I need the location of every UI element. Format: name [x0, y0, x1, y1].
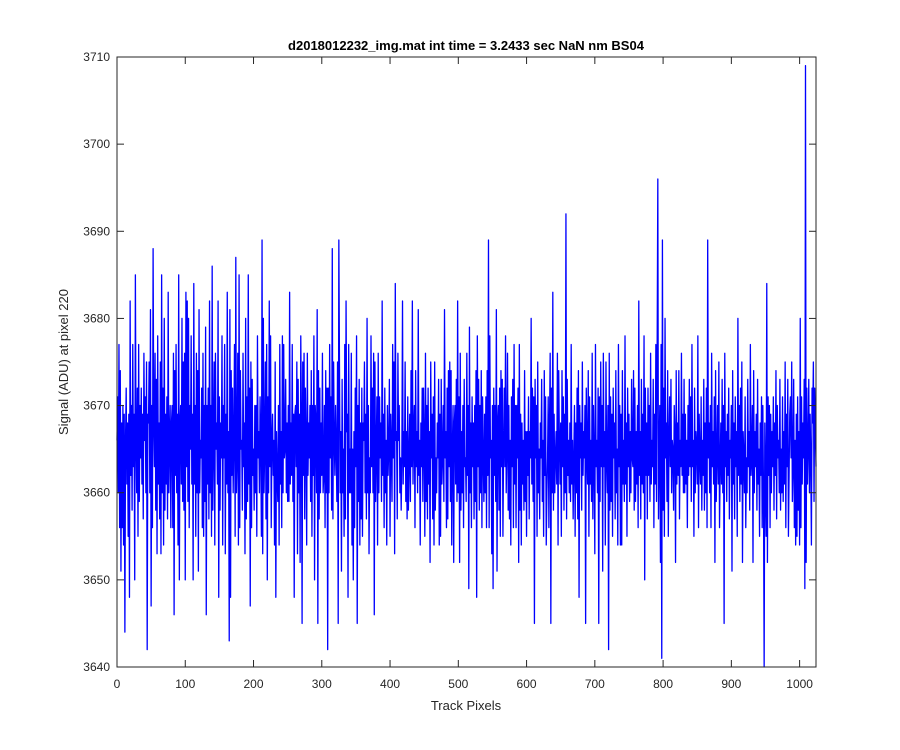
- x-tick-label: 600: [517, 677, 537, 691]
- x-tick-label: 800: [653, 677, 673, 691]
- x-tick-label: 1000: [786, 677, 813, 691]
- y-tick-label: 3650: [83, 573, 110, 587]
- x-axis-label: Track Pixels: [431, 698, 502, 713]
- x-tick-label: 100: [175, 677, 195, 691]
- x-tick-label: 0: [114, 677, 121, 691]
- y-tick-label: 3640: [83, 660, 110, 674]
- y-tick-labels: 3640 3650 3660 3670 3680 3690 3700 3710: [83, 50, 110, 674]
- y-tick-label: 3710: [83, 50, 110, 64]
- y-axis-label: Signal (ADU) at pixel 220: [56, 289, 71, 435]
- y-tick-label: 3670: [83, 399, 110, 413]
- y-tick-label: 3700: [83, 137, 110, 151]
- x-tick-label: 200: [244, 677, 264, 691]
- chart-title: d2018012232_img.mat int time = 3.2433 se…: [288, 38, 645, 53]
- x-tick-label: 900: [721, 677, 741, 691]
- y-tick-label: 3660: [83, 486, 110, 500]
- x-tick-label: 300: [312, 677, 332, 691]
- x-tick-labels: 0 100 200 300 400 500 600 700 800 900 1000: [114, 677, 814, 691]
- y-tick-label: 3690: [83, 224, 110, 238]
- signal-series-line: [116, 65, 817, 668]
- axes-box: [116, 56, 817, 668]
- x-tick-label: 700: [585, 677, 605, 691]
- x-tick-label: 400: [380, 677, 400, 691]
- x-tick-label: 500: [448, 677, 468, 691]
- y-tick-label: 3680: [83, 311, 110, 325]
